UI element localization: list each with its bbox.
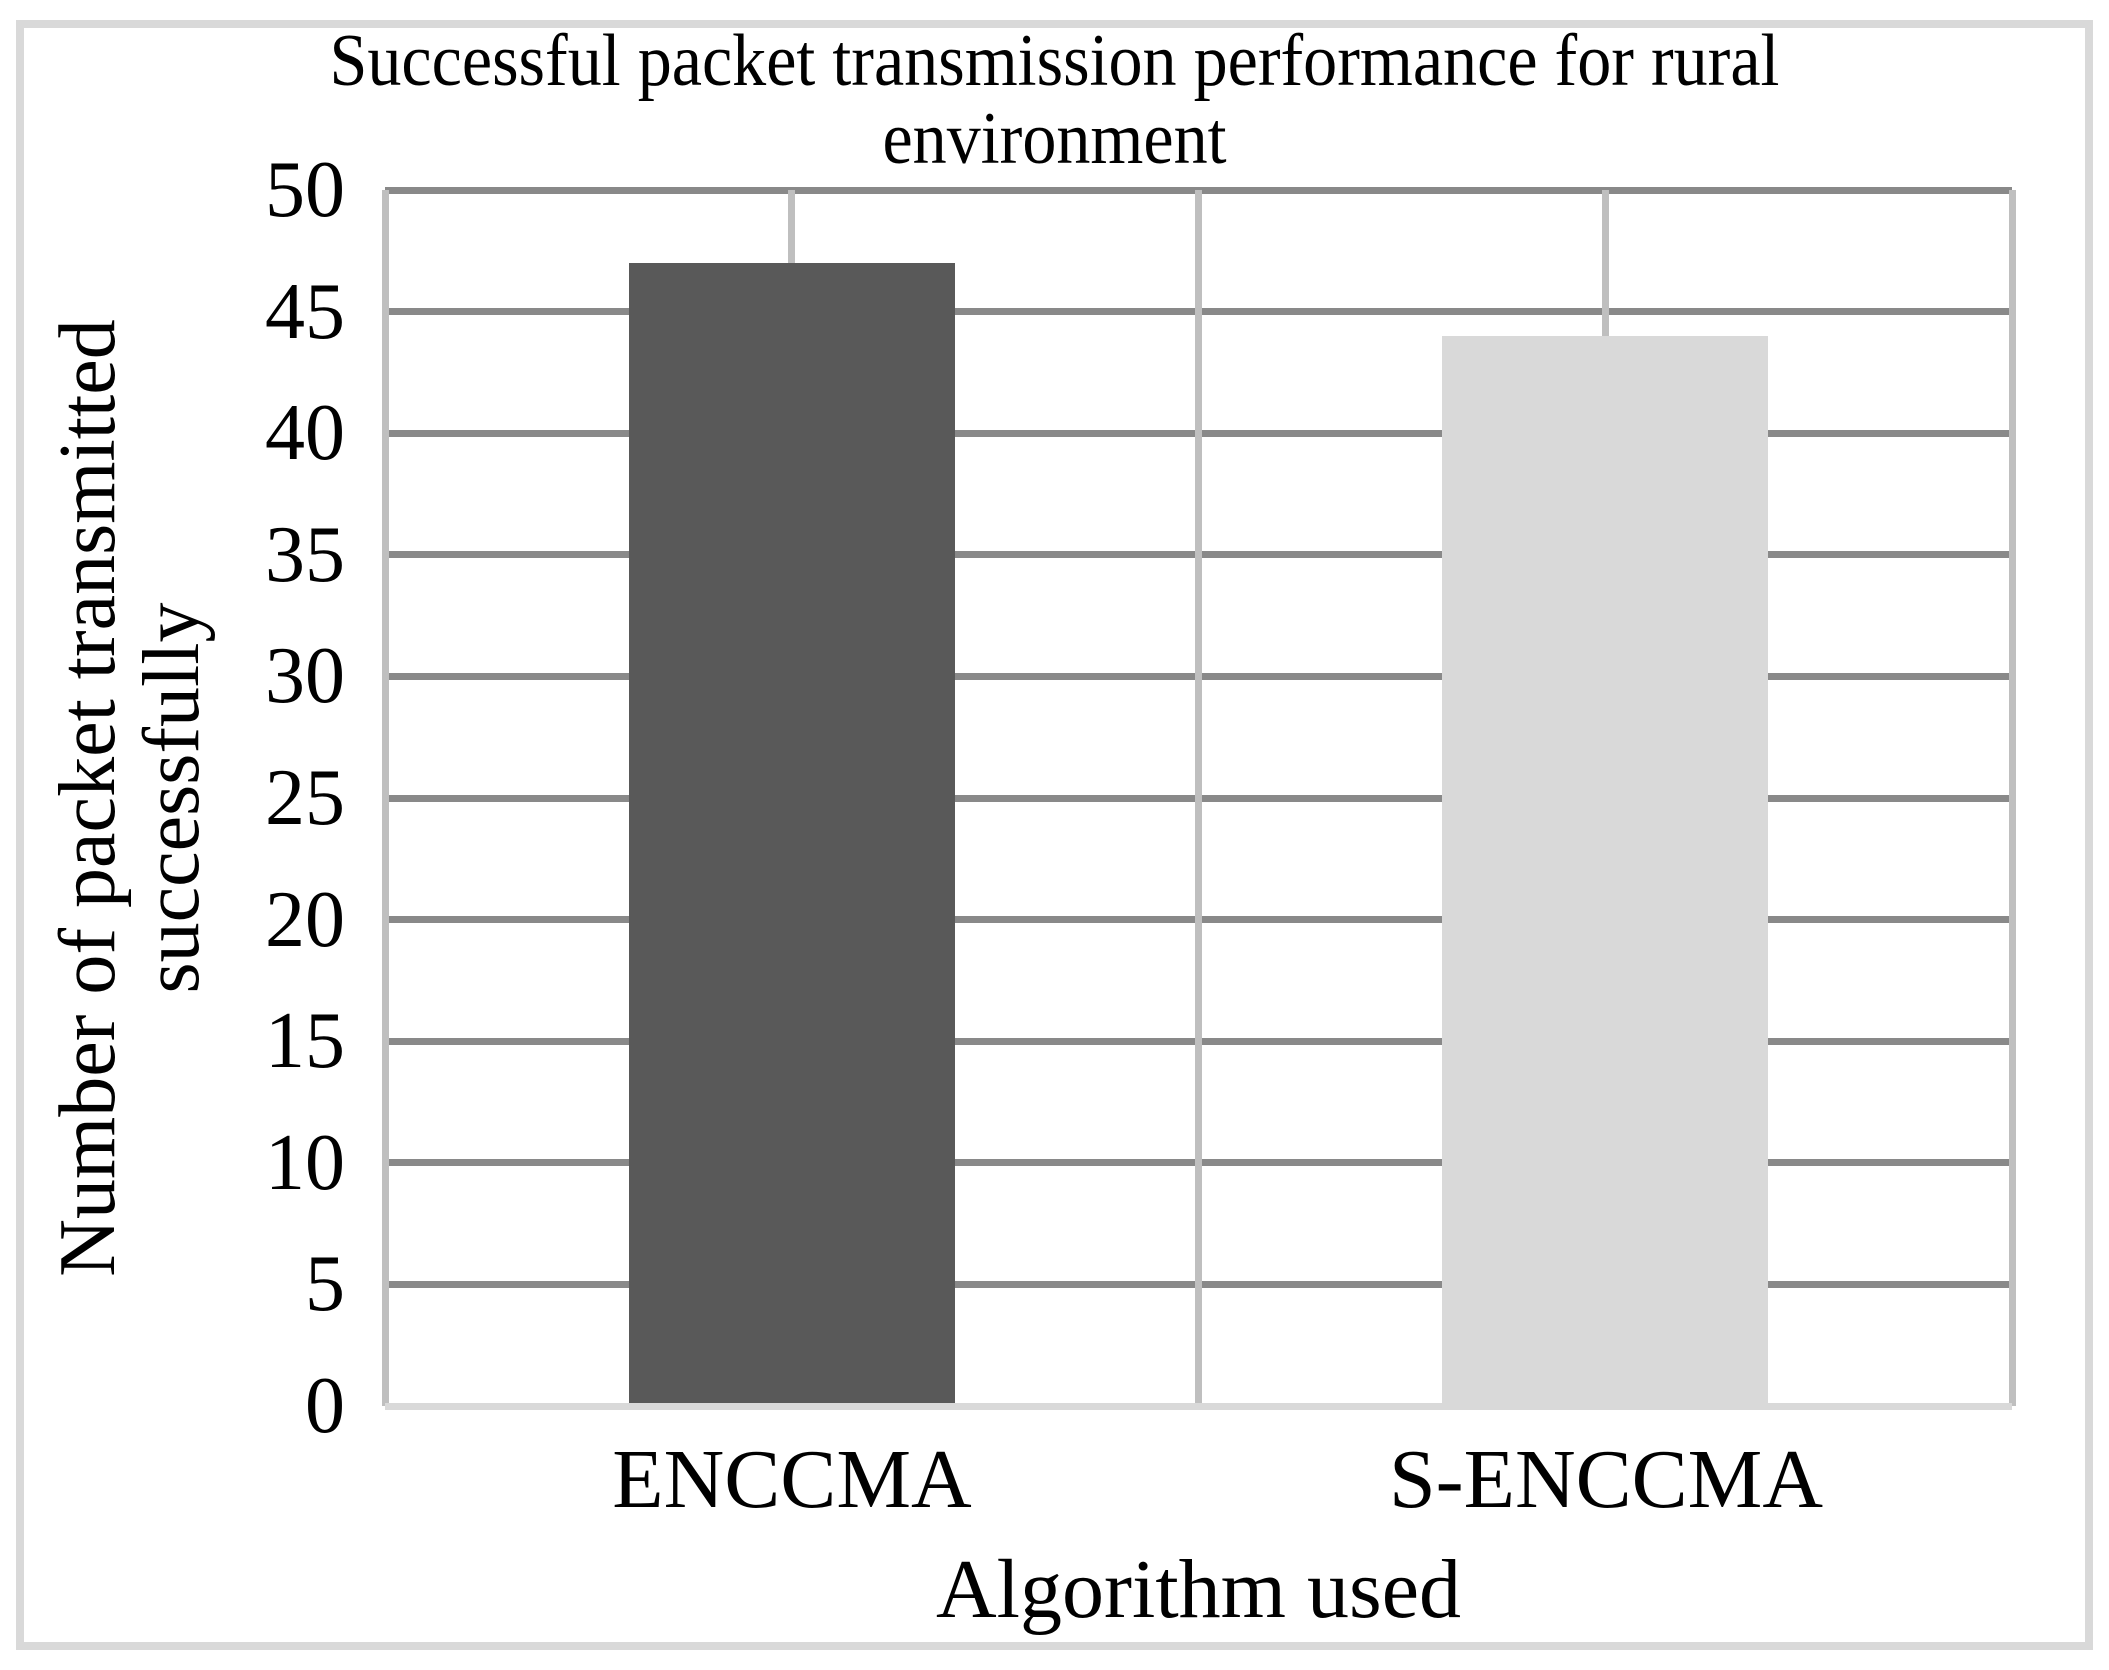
gridline-vertical <box>2009 190 2016 1406</box>
bar-enccma <box>629 263 955 1406</box>
y-tick-label: 50 <box>265 146 345 234</box>
x-axis-baseline <box>385 1403 2012 1410</box>
chart-title: Successful packet transmission performan… <box>84 22 2024 179</box>
y-tick-label: 5 <box>305 1240 345 1328</box>
plot-area <box>382 187 2016 1410</box>
gridline-vertical <box>382 190 389 1406</box>
y-tick-label: 40 <box>265 389 345 477</box>
y-tick-label: 25 <box>265 754 345 842</box>
y-tick-label: 15 <box>265 997 345 1085</box>
x-category-label: ENCCMA <box>612 1433 972 1526</box>
chart-title-line2: environment <box>882 98 1227 181</box>
y-tick-label: 35 <box>265 511 345 599</box>
y-tick-label: 10 <box>265 1119 345 1207</box>
gridline-vertical <box>1195 190 1202 1406</box>
y-tick-label: 30 <box>265 632 345 720</box>
y-tick-label: 45 <box>265 268 345 356</box>
y-tick-label: 20 <box>265 876 345 964</box>
x-axis-title: Algorithm used <box>936 1543 1461 1636</box>
bar-s-enccma <box>1442 336 1768 1406</box>
chart-title-line1: Successful packet transmission performan… <box>329 20 1780 102</box>
x-category-label: S-ENCCMA <box>1388 1433 1824 1526</box>
y-tick-label: 0 <box>305 1362 345 1450</box>
